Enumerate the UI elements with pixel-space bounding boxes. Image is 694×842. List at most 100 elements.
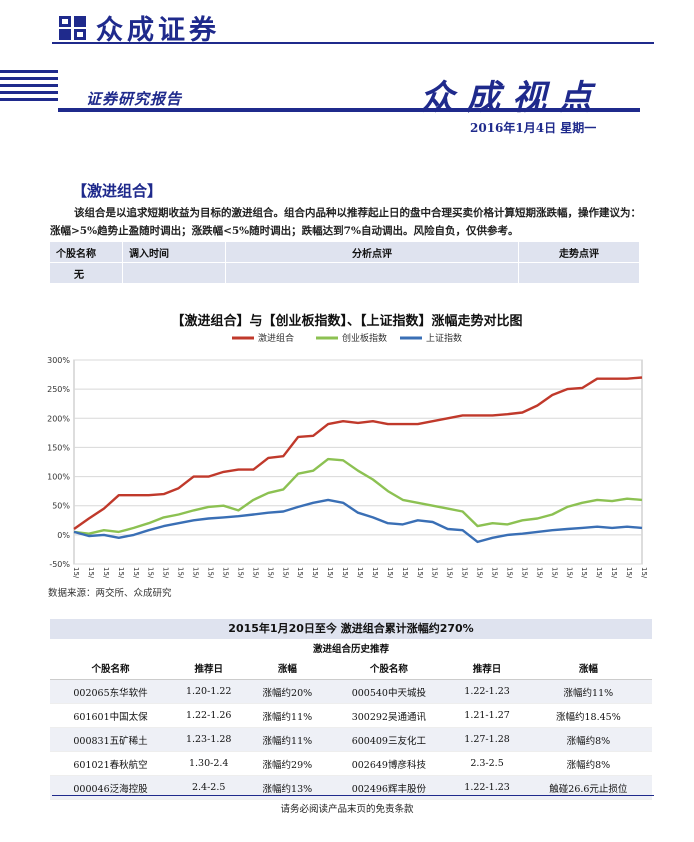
table-cell: 601601中国太保: [50, 703, 172, 728]
footer-rule: [52, 795, 654, 796]
recommendation-table: 个股名称 调入时间 分析点评 走势点评 无: [50, 242, 640, 284]
x-tick-label: 15/9/29: [610, 567, 618, 578]
report-label: 证券研究报告: [86, 90, 183, 108]
table-cell: 涨幅约11%: [524, 679, 652, 704]
table-cell: 1.22-1.26: [171, 703, 247, 728]
table-row: 000831五矿稀土 1.23-1.28 涨幅约11% 600409三友化工 1…: [50, 727, 652, 752]
plot-frame: [73, 359, 643, 565]
x-tick-label: 15/4/21: [266, 567, 274, 578]
x-tick-label: 15/8/18: [520, 567, 528, 578]
x-tick-label: 15/3/10: [177, 567, 185, 578]
data-source: 数据来源：两交所、众成研究: [48, 588, 172, 599]
x-tick-label: 15/1/27: [87, 567, 95, 578]
y-tick-label: 250%: [47, 385, 70, 394]
table-cell: 1.21-1.27: [449, 703, 525, 728]
x-tick-label: 15/6/16: [386, 567, 394, 578]
x-tick-label: 15/3/17: [192, 567, 200, 578]
column-header: 个股名称: [50, 656, 172, 680]
table-header-row: 个股名称 调入时间 分析点评 走势点评: [50, 242, 640, 263]
column-header: 走势点评: [518, 242, 640, 263]
x-tick-label: 15/2/24: [147, 567, 155, 578]
column-header: 推荐日: [171, 656, 247, 680]
legend-label: 上证指数: [426, 332, 462, 344]
y-tick-label: 100%: [47, 473, 70, 482]
x-tick-label: 15/5/12: [311, 567, 319, 578]
column-header: 涨幅: [524, 656, 652, 680]
y-tick-label: 50%: [52, 502, 70, 511]
x-tick-label: 15/7/28: [476, 567, 484, 578]
table-cell: [518, 262, 640, 284]
table-cell: 1.23-1.28: [171, 727, 247, 752]
table-row: 601601中国太保 1.22-1.26 涨幅约11% 300292吴通通讯 1…: [50, 703, 652, 728]
report-date: 2016年1月4日 星期一: [470, 121, 597, 135]
column-header: 分析点评: [225, 242, 519, 263]
table-cell: 1.30-2.4: [171, 751, 247, 776]
y-tick-label: 0%: [57, 531, 70, 540]
series-line: [73, 376, 643, 530]
y-tick-label: 200%: [47, 414, 70, 423]
table-row: 002065东华软件 1.20-1.22 涨幅约20% 000540中天城投 1…: [50, 679, 652, 704]
table-cell: 1.20-1.22: [171, 679, 247, 704]
x-tick-label: 15/5/26: [341, 567, 349, 578]
column-header: 涨幅: [246, 656, 329, 680]
brand-logo-icon: [59, 15, 86, 40]
x-tick-label: 15/7/21: [461, 567, 469, 578]
x-tick-label: 15/2/3: [102, 567, 110, 578]
comparison-line-chart: -50% 0% 50% 100% 150% 200% 250% 300% 15/1/20 15/1…: [47, 332, 648, 578]
table-cell: 300292吴通通讯: [328, 703, 450, 728]
x-tick-label: 15/9/8: [565, 567, 573, 578]
x-tick-label: 15/10/13: [640, 567, 648, 578]
x-tick-label: 15/4/7: [236, 567, 244, 578]
x-tick-label: 15/3/24: [207, 567, 215, 578]
x-tick-label: 15/5/19: [326, 567, 334, 578]
table-cell: 1.27-1.28: [449, 727, 525, 752]
x-tick-label: 15/7/7: [431, 567, 439, 578]
column-header: 个股名称: [50, 242, 123, 263]
table-cell: 002065东华软件: [50, 679, 172, 704]
table-cell: 涨幅约8%: [524, 751, 652, 776]
y-tick-label: 150%: [47, 443, 70, 452]
table-cell: 涨幅约18.45%: [524, 703, 652, 728]
column-header: 调入时间: [122, 242, 226, 263]
series-line: [73, 498, 643, 544]
header-rule: [52, 42, 654, 44]
x-tick-label: 15/6/30: [416, 567, 424, 578]
series-line: [73, 457, 643, 535]
brand-logo: 众成证券: [58, 8, 220, 47]
title-underline: [58, 108, 640, 112]
column-header: 推荐日: [449, 656, 525, 680]
table-row: 601021春秋航空 1.30-2.4 涨幅约29% 002649博彦科技 2.…: [50, 751, 652, 776]
x-tick-label: 15/8/4: [491, 567, 499, 578]
x-tick-label: 15/9/1: [550, 567, 558, 578]
x-tick-label: 15/1/20: [72, 567, 80, 578]
table-cell: 涨幅约20%: [246, 679, 329, 704]
y-tick-label: 300%: [47, 356, 70, 365]
x-tick-label: 15/4/14: [251, 567, 259, 578]
table-cell: 涨幅约11%: [246, 703, 329, 728]
portfolio-description: 该组合是以追求短期收益为目标的激进组合。组合内品种以推荐起止日的盘中合理买卖价格…: [50, 207, 641, 237]
history-label: 激进组合历史推荐: [312, 644, 389, 655]
x-tick-label: 15/8/25: [535, 567, 543, 578]
chart-title: 【激进组合】与【创业板指数】、【上证指数】涨幅走势对比图: [171, 314, 523, 329]
table-cell: 2.3-2.5: [449, 751, 525, 776]
x-tick-label: 15/8/11: [505, 567, 513, 578]
x-tick-label: 15/6/9: [371, 567, 379, 578]
decorative-stripes: [0, 70, 58, 110]
x-tick-label: 15/5/5: [296, 567, 304, 578]
table-cell: 000540中天城投: [328, 679, 450, 704]
table-cell: 涨幅约11%: [246, 727, 329, 752]
x-tick-label: 15/2/10: [117, 567, 125, 578]
x-tick-label: 15/2/17: [132, 567, 140, 578]
section-title: 【激进组合】: [72, 182, 163, 200]
x-tick-label: 15/3/31: [221, 567, 229, 578]
x-tick-label: 15/7/14: [446, 567, 454, 578]
table-cell: 1.22-1.23: [449, 679, 525, 704]
y-tick-label: -50%: [49, 560, 70, 569]
table-cell: 601021春秋航空: [50, 751, 172, 776]
table-cell: 无: [50, 262, 123, 284]
x-tick-label: 15/9/22: [595, 567, 603, 578]
brand-name: 众成证券: [96, 15, 220, 46]
table-cell: 涨幅约8%: [524, 727, 652, 752]
history-table: 个股名称 推荐日 涨幅 个股名称 推荐日 涨幅 002065东华软件 1.20-…: [50, 656, 652, 800]
x-tick-label: 15/10/6: [625, 567, 633, 578]
